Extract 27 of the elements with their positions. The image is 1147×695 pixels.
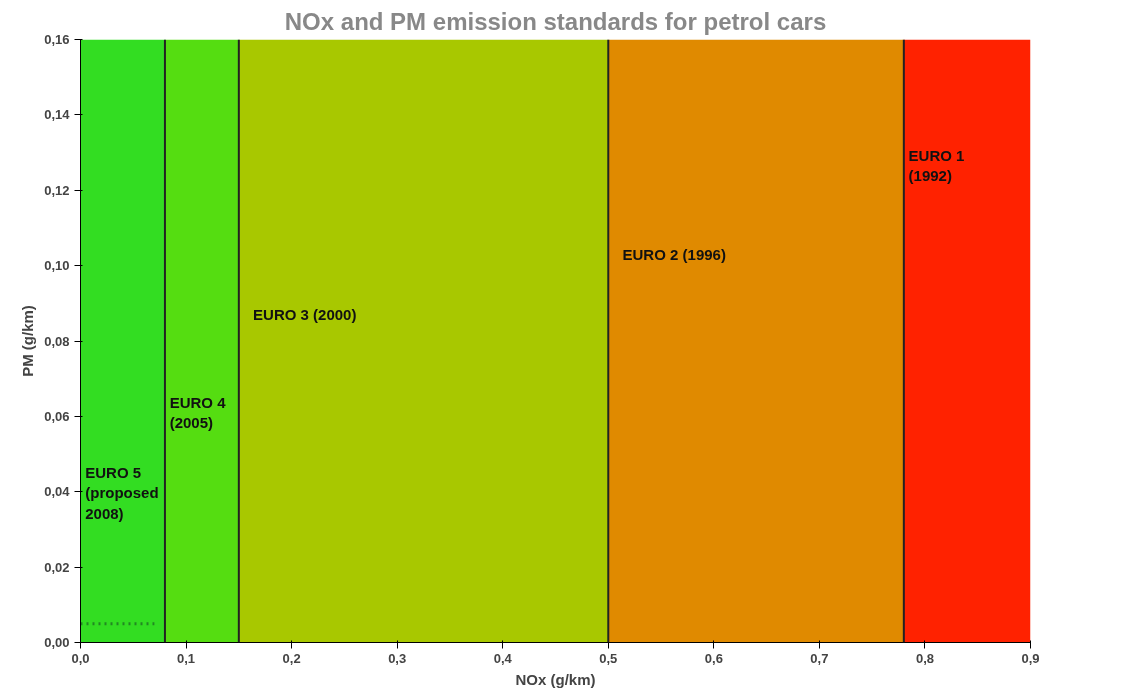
- y-tick-label: 0,04: [44, 484, 71, 500]
- y-tick-label: 0,16: [44, 32, 70, 47]
- x-tick-label: 0,0: [71, 650, 90, 666]
- y-tick-label: 0,06: [44, 408, 70, 424]
- y-tick-label: 0,08: [44, 333, 70, 349]
- chart-title: NOx and PM emission standards for petrol cars: [284, 7, 827, 35]
- x-tick-label: 0,4: [493, 650, 513, 666]
- band-label: EURO 5 (proposed 2008): [85, 464, 159, 522]
- y-tick-label: 0,02: [44, 559, 70, 575]
- band-label: EURO 2 (1996): [622, 245, 726, 263]
- band-label: EURO 3 (2000): [253, 305, 357, 323]
- x-tick-label: 0,3: [388, 650, 407, 666]
- band-label: EURO 1 (1992): [908, 146, 965, 185]
- x-tick-label: 0,2: [282, 650, 301, 666]
- y-tick-label: 0,14: [44, 107, 71, 123]
- x-axis-title: NOx (g/km): [515, 670, 596, 688]
- band-label: EURO 4 (2005): [169, 394, 227, 432]
- x-tick-label: 0,5: [599, 650, 618, 666]
- y-tick-label: 0,10: [44, 258, 70, 274]
- x-tick-label: 0,8: [915, 650, 934, 666]
- x-tick-label: 0,9: [1021, 650, 1040, 666]
- y-axis-title: PM (g/km): [19, 305, 37, 377]
- x-tick-label: 0,7: [810, 650, 829, 666]
- x-tick-label: 0,6: [704, 650, 723, 666]
- y-tick-label: 0,12: [44, 182, 70, 198]
- x-tick-label: 0,1: [177, 650, 196, 666]
- y-tick-label: 0,00: [44, 635, 70, 650]
